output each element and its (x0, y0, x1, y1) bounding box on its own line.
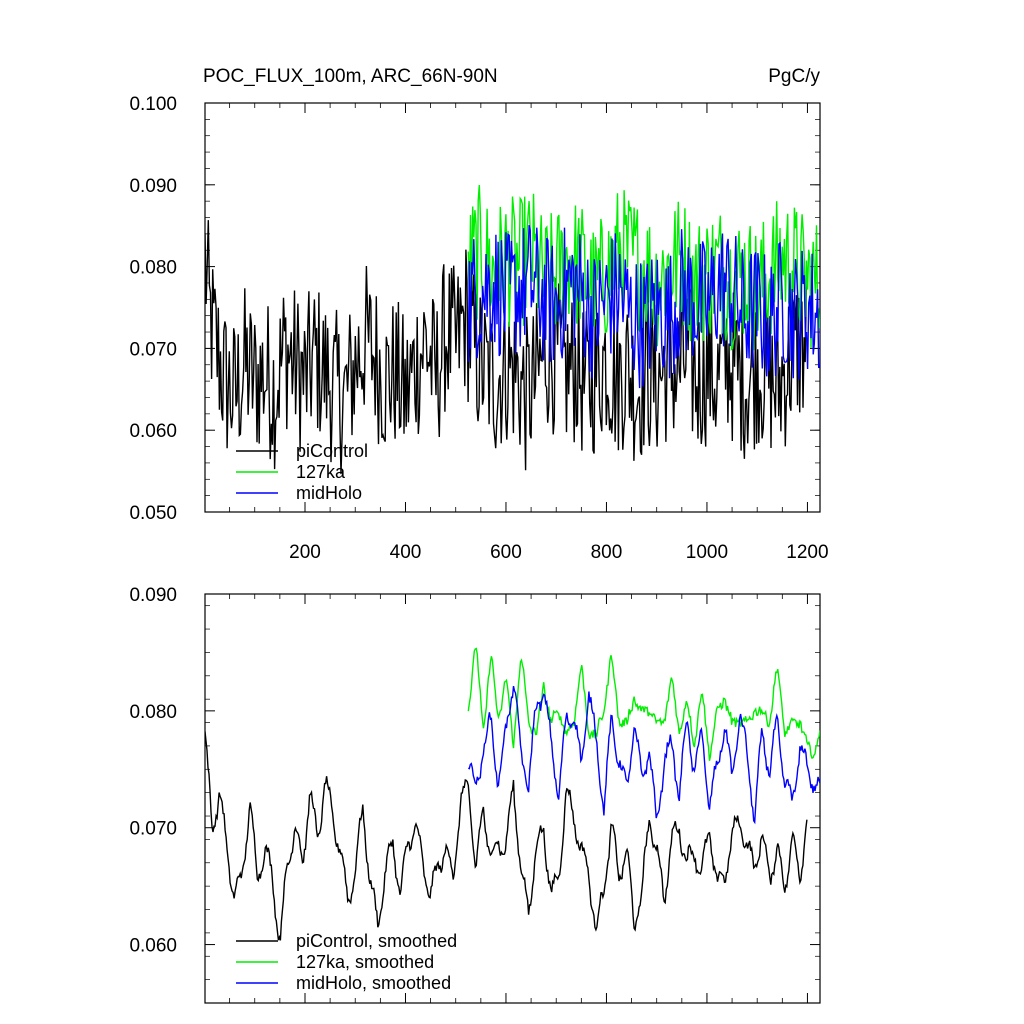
x-tick-label: 1200 (786, 542, 828, 563)
x-tick-label: 600 (490, 542, 522, 563)
legend-label: midHolo, smoothed (296, 973, 451, 993)
series-line-127ka (467, 184, 820, 351)
x-tick-label: 1000 (686, 542, 728, 563)
y-tick-label: 0.070 (129, 819, 177, 840)
chart-units-label: PgC/y (768, 66, 820, 87)
y-tick-label: 0.100 (129, 94, 177, 115)
y-tick-label: 0.080 (129, 702, 177, 723)
y-tick-label: 0.060 (129, 421, 177, 442)
legend-label: piControl (296, 441, 368, 461)
x-tick-label: 800 (591, 542, 623, 563)
panel-smoothed: 0.060 0.070 0.080 0.090 piControl, smoothed1… (129, 585, 821, 1004)
panel-raw: 200 400 600 800 1000 1200 0.050 0.060 0.070 0.080… (129, 94, 828, 563)
series-line-midholo-smoothed (467, 685, 820, 825)
series-line-127ka-smoothed (467, 647, 820, 761)
legend-label: midHolo (296, 483, 362, 503)
legend-label: 127ka, smoothed (296, 952, 434, 972)
y-tick-label: 0.090 (129, 176, 177, 197)
series-line-picontrol (205, 220, 807, 475)
series-line-midholo (467, 225, 820, 389)
plot-frame (204, 102, 821, 513)
y-tick-label: 0.080 (129, 258, 177, 279)
legend-label: piControl, smoothed (296, 931, 457, 951)
y-tick-label: 0.090 (129, 585, 177, 606)
y-tick-label: 0.070 (129, 339, 177, 360)
y-tick-label: 0.050 (129, 503, 177, 524)
x-tick-label: 200 (289, 542, 321, 563)
x-tick-label: 400 (390, 542, 422, 563)
series-line-picontrol-smoothed (205, 731, 808, 941)
chart-title: POC_FLUX_100m, ARC_66N-90N (203, 66, 498, 87)
plot-frame (204, 593, 821, 1004)
legend-label: 127ka (296, 462, 346, 482)
y-tick-label: 0.060 (129, 936, 177, 957)
